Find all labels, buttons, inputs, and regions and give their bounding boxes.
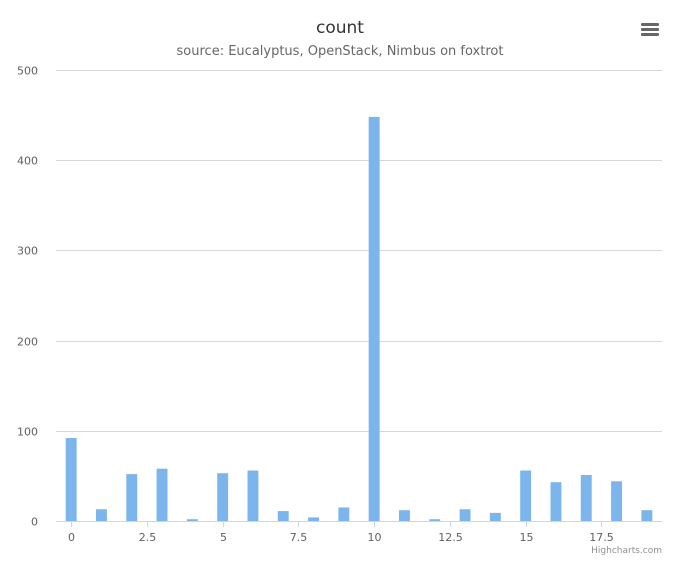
x-tick-label: 7.5 (290, 531, 308, 544)
chart-title: count (316, 18, 364, 38)
x-axis-ticks (71, 521, 602, 527)
bar[interactable] (96, 509, 107, 521)
bar[interactable] (459, 509, 471, 521)
x-tick-label: 15 (520, 531, 534, 544)
bar[interactable] (247, 470, 259, 521)
chart-subtitle: source: Eucalyptus, OpenStack, Nimbus on… (177, 44, 504, 59)
x-tick-label: 5 (220, 531, 227, 544)
y-tick-label: 100 (17, 426, 38, 439)
bar[interactable] (611, 481, 623, 521)
bar[interactable] (550, 482, 562, 521)
bar[interactable] (520, 470, 532, 521)
y-tick-label: 0 (31, 516, 38, 529)
hamburger-menu-icon (641, 23, 659, 36)
bar[interactable] (641, 510, 653, 521)
bar[interactable] (580, 475, 592, 521)
x-tick-label: 0 (68, 531, 75, 544)
bar[interactable] (368, 116, 380, 522)
bar[interactable] (308, 517, 320, 521)
context-menu-button[interactable] (637, 18, 663, 42)
credits-link[interactable]: Highcharts.com (591, 546, 662, 556)
y-tick-label: 200 (17, 336, 38, 349)
bar-series (65, 116, 653, 522)
bar[interactable] (156, 468, 168, 521)
bar[interactable] (65, 438, 77, 521)
bar[interactable] (489, 512, 501, 521)
y-gridlines (56, 70, 662, 432)
y-tick-label: 500 (17, 65, 38, 78)
y-tick-label: 300 (17, 245, 38, 258)
bar[interactable] (338, 507, 350, 521)
x-tick-label: 17.5 (589, 531, 614, 544)
x-axis-labels: 0 2.5 5 7.5 10 12.5 15 17.5 (68, 531, 614, 544)
y-tick-label: 400 (17, 155, 38, 168)
bar[interactable] (277, 511, 289, 521)
x-tick-label: 12.5 (438, 531, 463, 544)
y-axis-labels: 0 100 200 300 400 500 (17, 65, 38, 529)
bar[interactable] (399, 510, 410, 521)
bar[interactable] (186, 519, 198, 521)
bar[interactable] (126, 474, 138, 521)
bar[interactable] (217, 473, 229, 521)
x-tick-label: 10 (368, 531, 382, 544)
x-tick-label: 2.5 (139, 531, 157, 544)
bar[interactable] (429, 519, 441, 521)
